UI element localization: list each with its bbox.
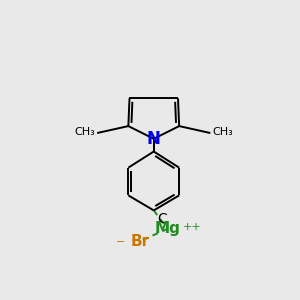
Text: CH₃: CH₃ (75, 127, 95, 137)
Text: N: N (147, 130, 161, 148)
Text: CH₃: CH₃ (212, 127, 233, 137)
Text: ++: ++ (183, 222, 201, 232)
Text: C: C (157, 212, 167, 226)
Text: −: − (116, 237, 125, 247)
Text: Br: Br (130, 234, 149, 249)
Text: Mg: Mg (155, 221, 181, 236)
